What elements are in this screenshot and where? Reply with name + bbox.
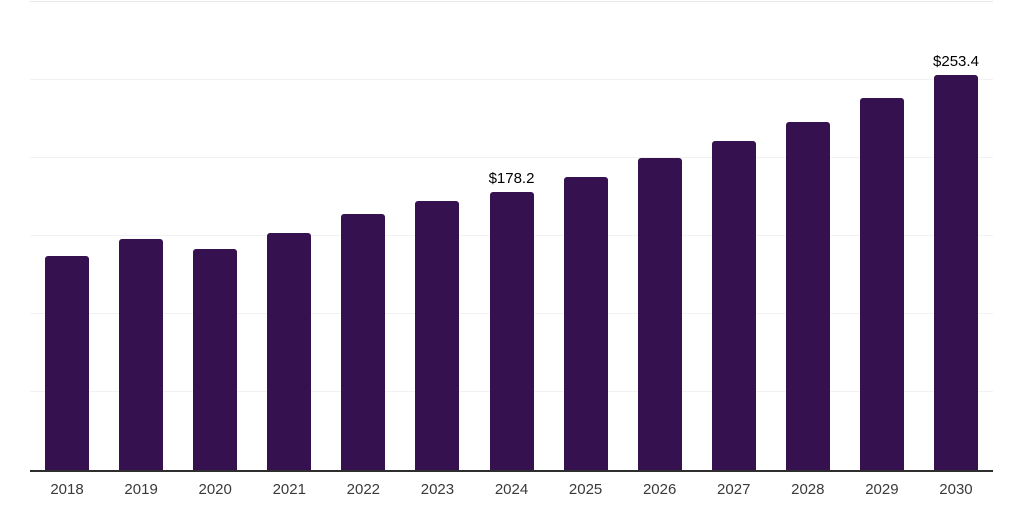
bar-2020 <box>193 249 238 470</box>
data-label-2030: $253.4 <box>933 52 979 70</box>
bar-2024 <box>489 192 534 470</box>
bar-slot-2026 <box>623 2 697 470</box>
bar-2030 <box>933 74 978 470</box>
bar-slot-2027 <box>697 2 771 470</box>
bar-slot-2030: $253.4 <box>919 2 993 470</box>
x-axis-line <box>30 470 993 472</box>
bar-2029 <box>859 97 904 470</box>
bar-2019 <box>119 238 164 470</box>
x-tick-label-2021: 2021 <box>272 481 306 498</box>
bar-slot-2021 <box>252 2 326 470</box>
gridline-300 <box>30 1 993 2</box>
x-tick-label-2020: 2020 <box>198 481 232 498</box>
x-axis-tick-labels: 2018 2019 2020 2021 2022 2023 2024 2025 2026 2027… <box>30 482 993 497</box>
x-tick-label-2027: 2027 <box>717 481 751 498</box>
bar-2026 <box>637 158 682 470</box>
x-tick-label-2029: 2029 <box>865 481 899 498</box>
x-tick-label-2028: 2028 <box>791 481 825 498</box>
x-tick-label-2024: 2024 <box>494 481 529 498</box>
bar-2021 <box>267 233 312 470</box>
bar-2028 <box>785 121 830 470</box>
x-tick-label-2019: 2019 <box>124 481 158 498</box>
gridline-200 <box>30 157 993 158</box>
x-tick-label-2023: 2023 <box>420 481 455 498</box>
bar-slot-2029 <box>845 2 919 470</box>
bar-2027 <box>711 140 756 470</box>
plot-area: $178.2 $253.4 <box>30 1 993 472</box>
bar-slot-2028 <box>771 2 845 470</box>
x-tick-label-2018: 2018 <box>50 481 84 498</box>
bar-2025 <box>563 176 608 470</box>
bar-slot-2023 <box>400 2 474 470</box>
data-label-2024: $178.2 <box>488 170 535 187</box>
bar-slot-2025 <box>549 2 623 470</box>
x-tick-label-2025: 2025 <box>568 481 603 498</box>
bar-slot-2020 <box>178 2 252 470</box>
x-tick-label-2030: 2030 <box>939 481 973 498</box>
bar-slot-2018 <box>30 2 104 470</box>
bar-2023 <box>415 201 460 470</box>
bar-2022 <box>341 213 386 470</box>
x-tick-label-2022: 2022 <box>346 481 381 498</box>
gridline-250 <box>30 79 993 80</box>
bar-slot-2024: $178.2 <box>474 2 548 470</box>
x-tick-label-2026: 2026 <box>642 481 677 498</box>
bar-slot-2022 <box>326 2 400 470</box>
bars-container: $178.2 $253.4 <box>30 2 993 470</box>
bar-2018 <box>45 255 90 470</box>
bar-slot-2019 <box>104 2 178 470</box>
